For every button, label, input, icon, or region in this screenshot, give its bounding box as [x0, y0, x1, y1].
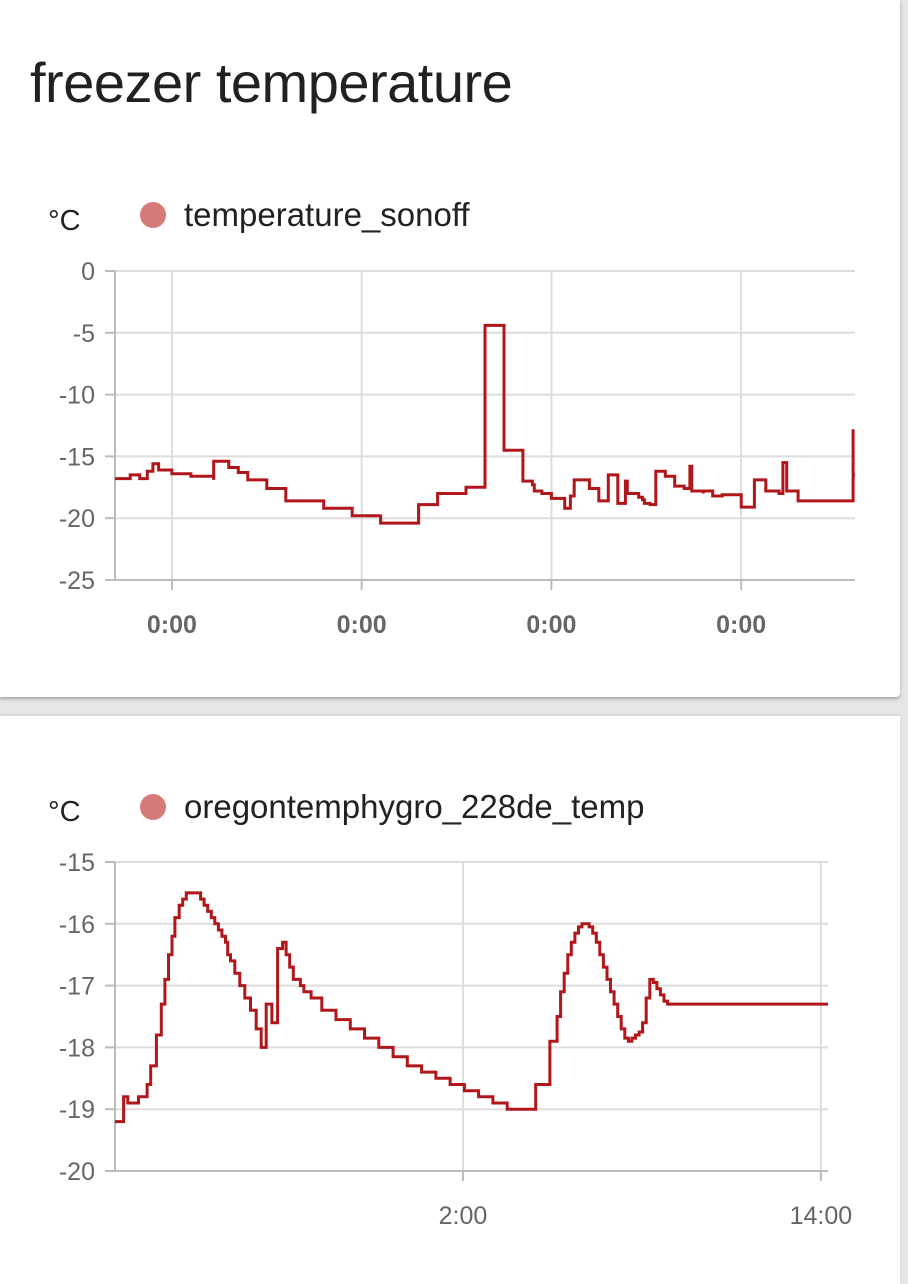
series-line[interactable]	[115, 891, 828, 1124]
oregontemphygro-chart[interactable]: -15 -16 -17 -18 -19 -20 2:00 14:00	[0, 716, 900, 1284]
y-tick-label: -15	[59, 443, 95, 471]
grid-lines	[105, 861, 828, 1181]
legend-color-dot	[140, 202, 166, 228]
y-tick-label: -20	[59, 1158, 95, 1186]
legend-item-oregontemphygro[interactable]: oregontemphygro_228de_temp	[140, 788, 645, 826]
legend-label: oregontemphygro_228de_temp	[184, 788, 645, 825]
legend-item-temperature-sonoff[interactable]: temperature_sonoff	[140, 196, 470, 234]
x-tick-label: 14:00	[790, 1202, 853, 1230]
x-tick-label: 2:00	[439, 1202, 488, 1230]
x-tick-label: 0:00	[337, 611, 387, 639]
y-tick-label: -15	[59, 849, 95, 877]
y-tick-label: -5	[73, 320, 95, 348]
series-line[interactable]	[115, 323, 855, 525]
y-tick-label: 0	[81, 258, 95, 286]
card-title: freezer temperature	[30, 51, 513, 114]
legend-label: temperature_sonoff	[184, 196, 470, 233]
x-tick-label: 0:00	[526, 611, 576, 639]
y-tick-label: -19	[59, 1096, 95, 1124]
x-tick-label: 0:00	[147, 611, 197, 639]
chart-card-oregon: °C oregontemphygro_228de_temp -15 -16 -17-…	[0, 716, 900, 1284]
y-tick-label: -18	[59, 1034, 95, 1062]
y-tick-label: -16	[59, 911, 95, 939]
y-tick-label: -17	[59, 973, 95, 1001]
y-axis-unit: °C	[48, 796, 81, 828]
chart-card-freezer: freezer temperature °C temperature_sonof…	[0, 0, 900, 697]
grid-lines	[105, 270, 855, 590]
y-tick-label: -25	[59, 567, 95, 595]
y-axis-unit: °C	[48, 205, 81, 237]
legend-color-dot	[140, 794, 166, 820]
temperature-sonoff-chart[interactable]: 0 -5 -10 -15 -20 -25 0:00 0:00 0:00 0:00	[0, 0, 900, 697]
x-tick-label: 0:00	[716, 611, 766, 639]
y-tick-label: -10	[59, 382, 95, 410]
y-tick-label: -20	[59, 505, 95, 533]
